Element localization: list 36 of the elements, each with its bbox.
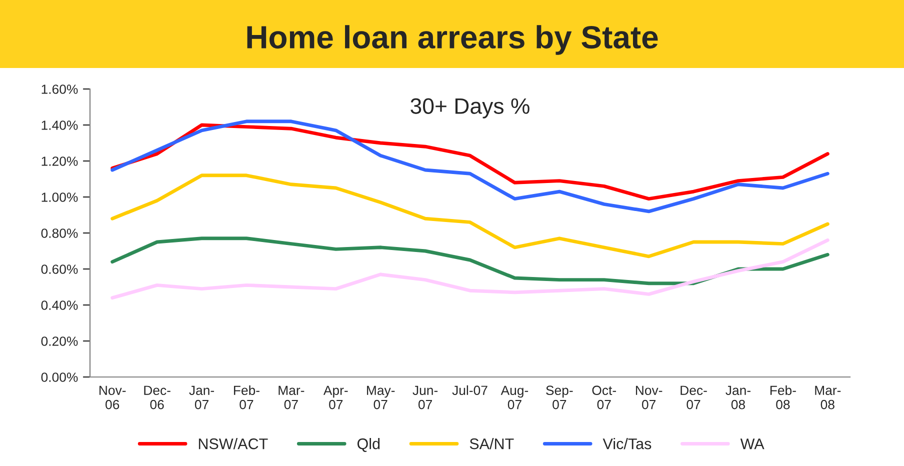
y-tick-label: 0.60%: [41, 264, 78, 274]
y-tick-label: 1.00%: [42, 192, 78, 202]
x-tick-label: Feb- 07: [234, 385, 260, 410]
x-tick-label: Sep- 07: [546, 386, 573, 410]
chart-subtitle: 30+ Days %: [410, 98, 530, 118]
y-tick-label: 0.00%: [41, 372, 78, 382]
chart-title: Home loan arrears by State: [247, 25, 658, 55]
x-tick-label: Jan- 08: [726, 386, 750, 410]
y-tick-label: 1.60%: [42, 84, 78, 94]
y-tick-label: 1.20%: [42, 156, 78, 166]
x-tick-label: Jul-07: [452, 385, 488, 396]
x-tick-label: Nov- 07: [636, 386, 662, 410]
y-tick-label: 1.40%: [42, 120, 78, 130]
line-series: [110, 174, 830, 258]
x-tick-label: Mar- 08: [815, 386, 841, 410]
line-series: [110, 238, 830, 300]
x-tick-label: Jan- 07: [189, 386, 214, 410]
legend-label: Vic/Tas: [602, 438, 652, 450]
x-tick-label: Oct- 07: [592, 386, 616, 410]
x-tick-label: Apr- 07: [323, 386, 348, 410]
line-series: [110, 120, 830, 214]
x-tick-label: Jun- 07: [412, 386, 438, 410]
legend-label: SA/NT: [470, 438, 514, 450]
y-tick-label: 0.80%: [41, 228, 78, 238]
x-tick-label: Dec- 06: [144, 386, 170, 410]
x-tick-label: Nov- 06: [100, 386, 126, 410]
x-tick-label: Aug- 07: [500, 386, 528, 410]
x-tick-label: May- 07: [367, 386, 395, 410]
y-tick-label: 0.40%: [41, 300, 78, 310]
y-tick-label: 0.20%: [41, 336, 78, 346]
legend-label: WA: [740, 438, 764, 450]
x-tick-label: Mar- 07: [278, 386, 304, 410]
x-tick-label: Feb- 08: [770, 385, 796, 410]
legend-label: Qld: [357, 438, 380, 452]
x-tick-label: Dec- 07: [680, 386, 707, 410]
legend-label: NSW/ACT: [198, 438, 268, 450]
